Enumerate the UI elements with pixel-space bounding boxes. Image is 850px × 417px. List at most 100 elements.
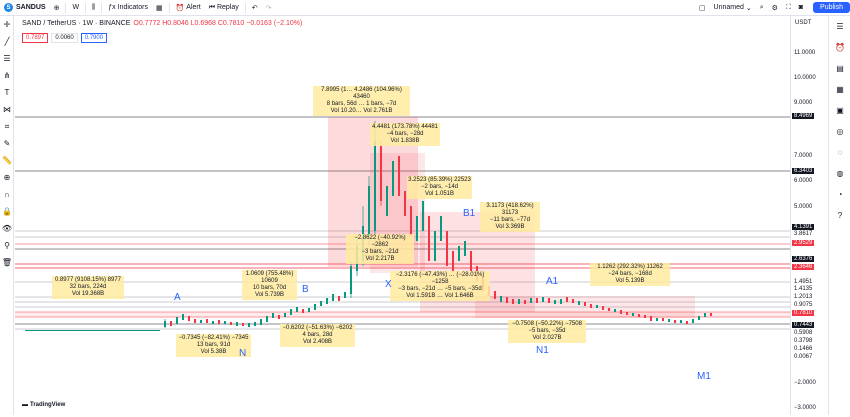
measure-annotation[interactable]: 0.8977 (9108.15%) 8977 32 bars, 224d Vol 1…: [52, 276, 124, 299]
trash-icon[interactable]: 🗑: [1, 258, 13, 267]
sell-button[interactable]: 0.7897: [22, 33, 49, 43]
price-tag: 2.3646: [792, 264, 815, 270]
symbol-label: SANDUS: [16, 4, 46, 11]
undo-icon: ↶: [251, 4, 258, 12]
buy-button[interactable]: 0.7900: [80, 33, 108, 43]
axis-tick: 5.0000: [794, 204, 813, 210]
lock-icon[interactable]: 🔒: [2, 207, 12, 216]
chat-icon[interactable]: ◌: [837, 148, 843, 157]
measure-annotation[interactable]: −0.7508 (−50.22%) −7508 −5 bars, −35d Vol …: [508, 320, 586, 343]
square-icon: ▢: [698, 4, 706, 12]
compare-symbol-button[interactable]: ⊕: [50, 0, 64, 16]
horizontal-lines-icon[interactable]: ☰: [3, 54, 11, 63]
help-icon[interactable]: ?: [837, 211, 843, 220]
ruler-icon[interactable]: 📏: [2, 156, 12, 165]
gear-icon: ⚙: [771, 4, 778, 12]
spread-label: 0.0060: [51, 33, 78, 43]
hotlist-icon[interactable]: ▦: [836, 85, 844, 94]
axis-tick: 7.0000: [794, 153, 813, 159]
brush-icon[interactable]: ✎: [3, 139, 11, 148]
calendar-icon[interactable]: ▣: [836, 106, 844, 115]
symbol-search[interactable]: S SANDUS: [0, 3, 50, 12]
replay-label: Replay: [216, 4, 239, 11]
price-axis[interactable]: USDT 11.0000 10.0000 9.0000 7.0000 6.000…: [790, 16, 828, 415]
settings-button[interactable]: ⚙: [768, 0, 782, 16]
notifications-icon[interactable]: ◔: [837, 190, 843, 199]
wave-label: N: [239, 348, 247, 359]
axis-tick: 10.0000: [794, 75, 816, 81]
publish-button[interactable]: Publish: [813, 2, 850, 13]
price-tag: 3.8617: [792, 231, 815, 237]
zoom-in-icon[interactable]: ⊕: [3, 173, 11, 182]
fib-icon[interactable]: ⌗: [4, 121, 10, 131]
indicators-button[interactable]: ƒx Indicators: [104, 0, 152, 16]
lock-drawings-icon[interactable]: ⚲: [4, 241, 10, 250]
price-tag: 1.4951: [792, 279, 815, 285]
chevron-down-icon: ⌄: [743, 4, 752, 12]
price-tag: 4.1391: [792, 224, 815, 230]
data-window-icon[interactable]: ▤: [836, 64, 844, 73]
top-toolbar: S SANDUS ⊕ W ⫼ ƒx Indicators ▦ ⏰ Alert ⏮…: [0, 0, 850, 16]
redo-button[interactable]: ↷: [262, 0, 276, 16]
measure-annotation[interactable]: −2.8622 (−40.92%) −2862 −3 bars, −21d Vol …: [346, 234, 414, 264]
pattern-icon[interactable]: ⋈: [3, 105, 11, 114]
alerts-icon[interactable]: ⏰: [835, 43, 845, 52]
wave-label: B: [302, 284, 309, 295]
chart-legend[interactable]: SAND / TetherUS · 1W · BINANCE O0.7772 H…: [22, 20, 302, 27]
divider: [65, 2, 67, 13]
bar-style-button[interactable]: ⫼: [88, 0, 99, 16]
magnet-icon[interactable]: ∩: [4, 190, 10, 199]
snapshot-button[interactable]: ◙: [795, 0, 807, 16]
plus-icon: ⊕: [53, 4, 60, 12]
drawing-toolbar: ✛ ╱ ☰ ⋔ T ⋈ ⌗ ✎ 📏 ⊕ ∩ 🔒 👁 ⚲ 🗑: [0, 16, 14, 415]
currency-selector[interactable]: USDT: [795, 20, 812, 26]
measure-annotation[interactable]: 4.4481 (173.78%) 44481 −4 bars, −28d Vol 1…: [370, 123, 440, 146]
undo-button[interactable]: ↶: [248, 0, 262, 16]
axis-tick: −3.0000: [794, 405, 816, 411]
measure-annotation[interactable]: 7.8995 (1… 4.2486 (104.96%) 43460 8 bars,…: [313, 86, 410, 116]
measure-annotation[interactable]: 1.0609 (755.48%) 10609 10 bars, 70d Vol 5.…: [242, 270, 297, 300]
templates-button[interactable]: ▦: [152, 0, 167, 16]
measure-annotation[interactable]: 3.1173 (418.62%) 31173 −11 bars, −77d Vol …: [480, 202, 540, 232]
search-button[interactable]: ⌕: [756, 0, 768, 16]
tv-logo-icon: ▬: [22, 402, 28, 408]
measure-annotation[interactable]: −0.7345 (−82.41%) −7345 13 bars, 91d Vol 5…: [176, 334, 251, 357]
divider: [101, 2, 103, 13]
divider: [85, 2, 87, 13]
search-icon: ⌕: [759, 3, 764, 11]
text-icon[interactable]: T: [4, 88, 10, 97]
divider: [168, 2, 170, 13]
axis-tick: 1.2013: [794, 294, 813, 300]
ideas-icon[interactable]: ◎: [836, 127, 844, 136]
crosshair-icon[interactable]: ✛: [3, 20, 11, 29]
trend-line-icon[interactable]: ╱: [4, 37, 10, 46]
measure-annotation[interactable]: 3.2523 (85.39%) 22523 −2 bars, −14d Vol 1.…: [407, 176, 472, 199]
measure-annotation[interactable]: −2.3176 (−47.43%) … (−28.01%) −1258 −3 ba…: [390, 271, 490, 301]
axis-tick: 0.5908: [794, 330, 813, 336]
eye-icon[interactable]: 👁: [1, 224, 13, 233]
replay-button[interactable]: ⏮ Replay: [205, 0, 243, 16]
measure-annotation[interactable]: −0.6202 (−51.63%) −6202 4 bars, 28d Vol 2.…: [280, 324, 355, 347]
axis-tick: −2.0000: [794, 380, 816, 386]
grid-icon: ▦: [155, 4, 163, 12]
fullscreen-icon: ⛶: [785, 3, 791, 11]
axis-tick: 0.1466: [794, 346, 813, 352]
axis-tick: 0.0067: [794, 354, 813, 360]
divider: [244, 2, 246, 13]
price-tag: 0.7443: [792, 322, 815, 328]
layout-name-button[interactable]: Unnamed ⌄: [710, 0, 756, 16]
price-tag: 6.3403: [792, 168, 815, 174]
chart-canvas[interactable]: [15, 16, 790, 415]
wave-label: N1: [536, 345, 549, 356]
streams-icon[interactable]: ◍: [836, 169, 844, 178]
wave-label: A: [174, 292, 181, 303]
pitchfork-icon[interactable]: ⋔: [3, 71, 11, 80]
fullscreen-button[interactable]: ⛶: [782, 0, 795, 16]
alarm-clock-icon: ⏰: [175, 4, 187, 12]
measure-annotation[interactable]: 1.1262 (292.32%) 11262 −24 bars, −168d Vol…: [590, 263, 670, 286]
watchlist-icon[interactable]: ☰: [836, 22, 844, 31]
layout-panels-button[interactable]: ▢: [695, 0, 710, 16]
interval-button[interactable]: W: [72, 4, 80, 11]
alert-button[interactable]: ⏰ Alert: [172, 0, 205, 16]
legend-ohlc: O0.7772 H0.8046 L0.6968 C0.7810 −0.0163 …: [133, 20, 303, 27]
